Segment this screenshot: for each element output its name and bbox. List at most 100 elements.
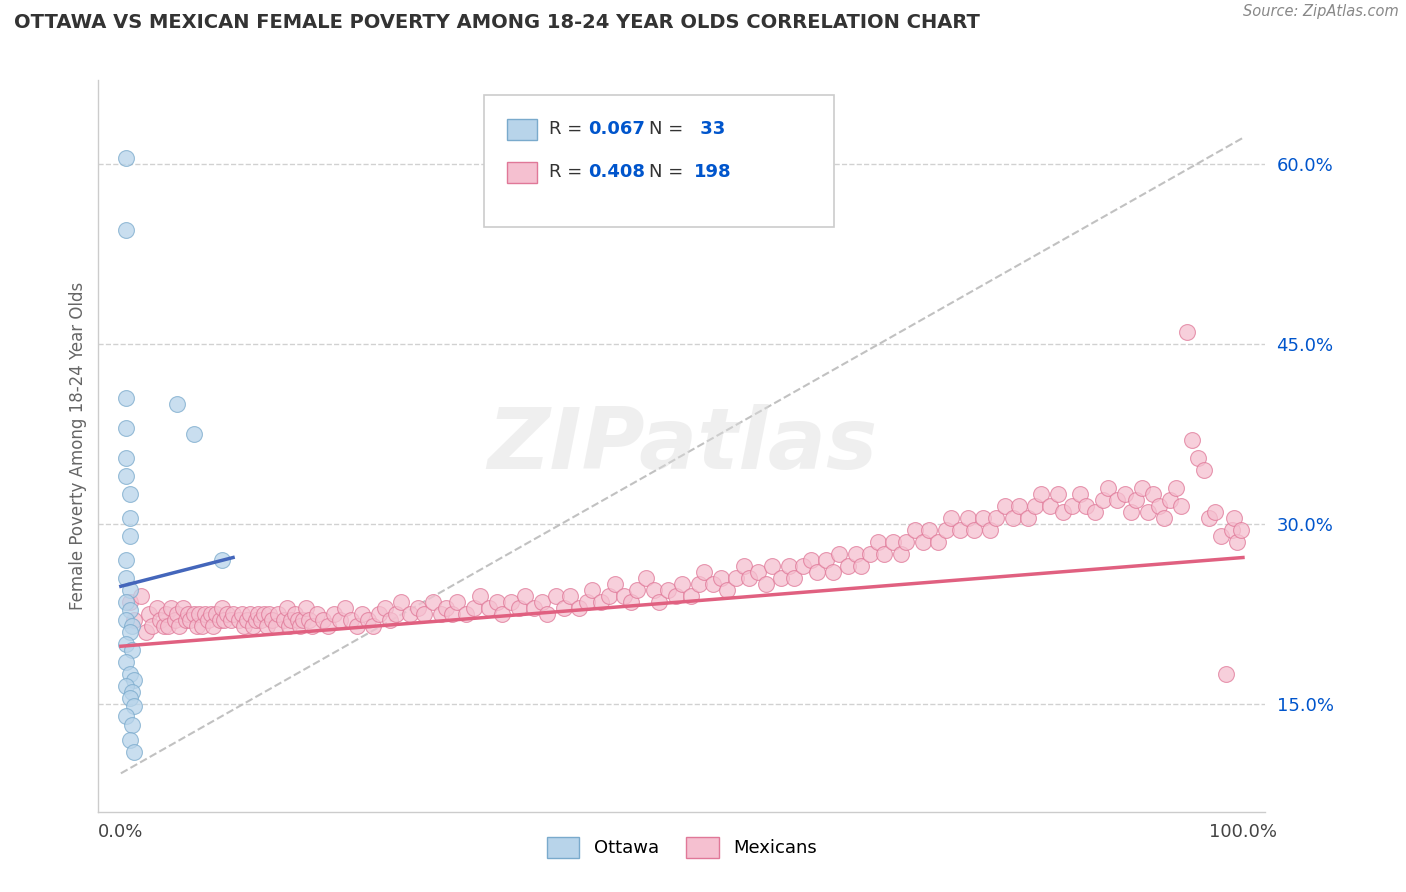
Point <box>1024 499 1046 513</box>
Point <box>211 553 233 567</box>
Point <box>118 582 141 597</box>
Point <box>138 607 160 621</box>
Point <box>859 547 882 561</box>
Point <box>912 535 935 549</box>
Point <box>219 613 242 627</box>
Point <box>217 607 239 621</box>
Point <box>1187 450 1209 465</box>
Point <box>231 607 253 621</box>
Point <box>115 553 138 567</box>
Point <box>357 613 380 627</box>
Point <box>287 613 309 627</box>
Point <box>115 613 138 627</box>
Point <box>135 624 157 639</box>
Point <box>118 603 141 617</box>
Point <box>235 613 257 627</box>
Point <box>546 589 568 603</box>
Point <box>1069 487 1091 501</box>
Point <box>523 600 546 615</box>
Point <box>298 613 321 627</box>
Text: OTTAWA VS MEXICAN FEMALE POVERTY AMONG 18-24 YEAR OLDS CORRELATION CHART: OTTAWA VS MEXICAN FEMALE POVERTY AMONG 1… <box>14 13 980 32</box>
Point <box>129 589 152 603</box>
Point <box>141 619 163 633</box>
Point <box>657 582 679 597</box>
Point <box>558 589 581 603</box>
Point <box>250 613 273 627</box>
Point <box>152 619 174 633</box>
Point <box>1007 499 1029 513</box>
Point <box>463 600 485 615</box>
Point <box>115 571 138 585</box>
Point <box>146 600 169 615</box>
Point <box>242 619 264 633</box>
Point <box>205 607 228 621</box>
Point <box>761 558 783 573</box>
Point <box>246 607 269 621</box>
Point <box>643 582 665 597</box>
Point <box>733 558 755 573</box>
Point <box>273 613 295 627</box>
Point <box>984 511 1007 525</box>
Point <box>710 571 733 585</box>
Point <box>1052 505 1074 519</box>
Point <box>456 607 478 621</box>
Point <box>828 547 851 561</box>
Point <box>648 595 671 609</box>
Point <box>1125 492 1147 507</box>
Point <box>513 589 536 603</box>
Point <box>1119 505 1142 519</box>
Point <box>115 421 138 435</box>
Point <box>290 619 312 633</box>
Point <box>1107 492 1129 507</box>
Point <box>121 643 143 657</box>
Point <box>183 607 205 621</box>
Point <box>440 607 463 621</box>
Point <box>1062 499 1084 513</box>
Point <box>412 607 434 621</box>
Point <box>118 690 141 705</box>
Point <box>1114 487 1136 501</box>
Point <box>468 589 491 603</box>
Point <box>172 600 194 615</box>
Point <box>679 589 702 603</box>
Point <box>1198 511 1220 525</box>
Point <box>941 511 963 525</box>
Point <box>115 450 138 465</box>
Point <box>174 613 197 627</box>
Point <box>581 582 603 597</box>
Point <box>201 619 224 633</box>
Point <box>837 558 859 573</box>
Point <box>613 589 636 603</box>
Point <box>121 718 143 732</box>
Point <box>167 619 190 633</box>
Point <box>1017 511 1039 525</box>
Point <box>491 607 513 621</box>
Point <box>422 595 444 609</box>
Point <box>276 600 298 615</box>
Point <box>197 613 219 627</box>
Point <box>890 547 912 561</box>
Point <box>792 558 814 573</box>
Point <box>200 607 222 621</box>
Point <box>1091 492 1114 507</box>
Point <box>1147 499 1170 513</box>
Point <box>115 223 138 237</box>
Point <box>166 397 188 411</box>
Text: R =: R = <box>548 162 588 181</box>
Text: 0.408: 0.408 <box>589 162 645 181</box>
Point <box>665 589 688 603</box>
Point <box>434 600 457 615</box>
Point <box>429 607 451 621</box>
Point <box>1084 505 1107 519</box>
Point <box>329 613 352 627</box>
Point <box>972 511 994 525</box>
Point <box>312 613 335 627</box>
Point <box>118 666 141 681</box>
Point <box>979 523 1001 537</box>
Point <box>335 600 357 615</box>
Point <box>904 523 927 537</box>
Point <box>160 600 183 615</box>
Point <box>118 732 141 747</box>
Point <box>882 535 904 549</box>
Point <box>671 577 693 591</box>
